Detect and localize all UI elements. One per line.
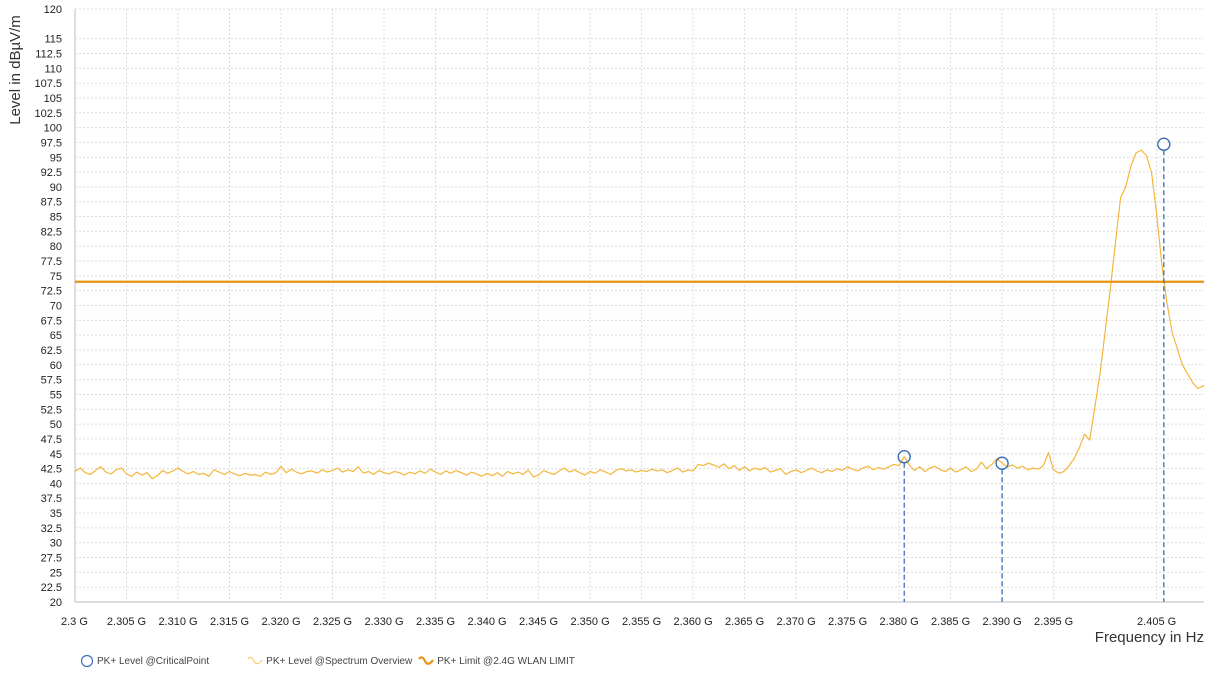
critical-point-marker [897,450,911,464]
y-tick-label: 60 [50,360,62,372]
y-tick-label: 72.5 [41,286,62,298]
y-tick-label: 110 [44,63,62,75]
x-tick-label: 2.305 G [107,616,146,628]
x-tick-label: 2.390 G [983,616,1022,628]
x-tick-label: 2.365 G [725,616,764,628]
y-tick-label: 27.5 [41,553,62,565]
x-tick-label: 2.310 G [158,616,197,628]
y-tick-label: 105 [44,93,62,105]
y-axis-label: Level in dBµV/m [7,15,24,125]
x-tick-label: 2.315 G [210,616,249,628]
x-tick-label: 2.340 G [467,616,506,628]
y-tick-label: 90 [50,182,62,194]
y-tick-label: 57.5 [41,375,62,387]
circle-marker-icon [80,654,94,668]
legend-label: PK+ Level @CriticalPoint [97,655,210,667]
y-tick-label: 52.5 [41,404,62,416]
y-tick-label: 97.5 [41,137,62,149]
legend-label: PK+ Level @Spectrum Overview [266,655,413,667]
plot-area [74,137,1205,602]
y-tick-label: 87.5 [41,197,62,209]
y-tick-label: 47.5 [41,434,62,446]
y-tick-label: 45 [50,449,62,461]
y-tick-label: 70 [50,301,62,313]
x-tick-label: 2.395 G [1034,616,1073,628]
y-axis-ticks: 20 22.5 25 27.5 30 32.5 35 37.5 40 42.5 45 47.5 50 52… [34,4,62,609]
y-tick-label: 67.5 [41,315,62,327]
y-tick-label: 112.5 [35,48,62,60]
y-tick-label: 75 [50,271,62,283]
y-tick-label: 40 [50,478,62,490]
thick-wave-icon [418,656,435,665]
y-tick-label: 42.5 [41,464,62,476]
y-tick-label: 20 [50,597,62,609]
critical-point-marker [995,456,1009,470]
legend-item-spectrum-overview: PK+ Level @Spectrum Overview [247,654,412,668]
y-tick-label: 115 [44,34,62,46]
y-tick-label: 30 [50,538,62,550]
spectrum-chart: 20 22.5 25 27.5 30 32.5 35 37.5 40 42.5 45 47.5 50 52… [7,4,1205,646]
y-tick-label: 95 [50,152,62,164]
x-tick-label: 2.385 G [931,616,970,628]
x-tick-label: 2.350 G [570,616,609,628]
x-tick-label: 2.335 G [416,616,455,628]
x-tick-label: 2.3 G [61,616,88,628]
spectrum-overview-line [74,149,1205,480]
x-tick-label: 2.360 G [673,616,712,628]
x-axis-ticks: 2.3 G 2.305 G 2.310 G 2.315 G 2.320 G 2.325 G… [61,616,1176,628]
y-tick-label: 92.5 [41,167,62,179]
x-tick-label: 2.405 G [1137,616,1176,628]
x-tick-label: 2.320 G [261,616,300,628]
y-tick-label: 55 [50,389,62,401]
y-tick-label: 32.5 [41,523,62,535]
y-tick-label: 82.5 [41,226,62,238]
x-tick-label: 2.345 G [519,616,558,628]
chart-grid [74,8,1204,603]
x-tick-label: 2.375 G [828,616,867,628]
y-tick-label: 120 [44,4,62,16]
y-tick-label: 37.5 [41,493,62,505]
y-tick-label: 62.5 [41,345,62,357]
x-tick-label: 2.325 G [313,616,352,628]
thin-wave-icon [247,656,263,665]
y-tick-label: 65 [50,330,62,342]
y-tick-label: 35 [50,508,62,520]
x-axis-label: Frequency in Hz [1095,629,1204,646]
x-tick-label: 2.355 G [622,616,661,628]
y-tick-label: 100 [44,123,62,135]
x-tick-label: 2.330 G [364,616,403,628]
y-tick-label: 107.5 [34,78,62,90]
y-tick-label: 25 [50,567,62,579]
x-tick-label: 2.380 G [880,616,919,628]
x-tick-label: 2.370 G [777,616,816,628]
y-tick-label: 77.5 [41,256,62,268]
y-tick-label: 102.5 [34,108,62,120]
y-tick-label: 80 [50,241,62,253]
y-tick-label: 50 [50,419,62,431]
y-tick-label: 85 [50,212,62,224]
legend-item-wlan-limit: PK+ Limit @2.4G WLAN LIMIT [418,654,575,668]
chart-legend: PK+ Level @CriticalPoint PK+ Level @Spec… [80,654,613,668]
y-tick-label: 22.5 [41,582,62,594]
legend-item-critical-point: PK+ Level @CriticalPoint [80,654,209,668]
legend-label: PK+ Limit @2.4G WLAN LIMIT [437,655,575,667]
critical-point-marker [1157,137,1171,151]
